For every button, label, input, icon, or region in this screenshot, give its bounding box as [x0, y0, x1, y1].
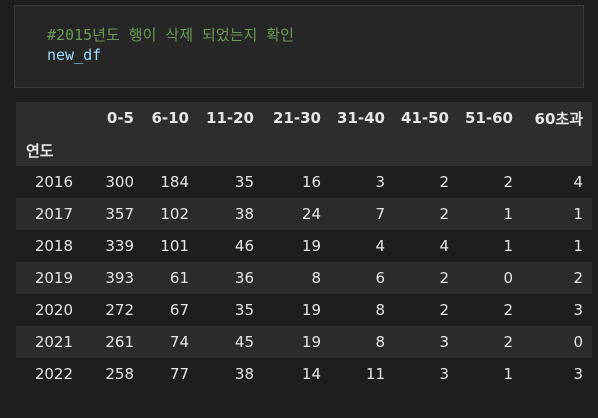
- column-header: 11-20: [206, 109, 254, 127]
- row-index: 2021: [34, 333, 73, 351]
- table-cell: 35: [234, 173, 254, 191]
- row-index: 2022: [34, 365, 73, 383]
- table-cell: 2: [439, 205, 449, 223]
- table-cell: 101: [160, 237, 189, 255]
- table-cell: 1: [573, 205, 583, 223]
- column-header: 21-30: [273, 109, 321, 127]
- column-header: 41-50: [401, 109, 449, 127]
- column-header-row: 0-5 6-10 11-20 21-30 31-40 41-50 51-60 6…: [16, 102, 592, 134]
- table-cell: 16: [301, 173, 321, 191]
- row-index: 2018: [34, 237, 73, 255]
- table-cell: 7: [375, 205, 385, 223]
- code-cell[interactable]: #2015년도 행이 삭제 되었는지 확인 new_df: [14, 5, 584, 88]
- table-cell: 3: [573, 365, 583, 383]
- table-cell: 67: [169, 301, 189, 319]
- table-cell: 2: [503, 173, 513, 191]
- table-cell: 2: [503, 301, 513, 319]
- table-cell: 61: [169, 269, 189, 287]
- table-cell: 38: [234, 365, 254, 383]
- row-index: 2016: [34, 173, 73, 191]
- table-cell: 1: [573, 237, 583, 255]
- table-cell: 8: [311, 269, 321, 287]
- table-cell: 261: [105, 333, 134, 351]
- table-cell: 184: [160, 173, 189, 191]
- table-cell: 77: [169, 365, 189, 383]
- table-cell: 36: [234, 269, 254, 287]
- table-cell: 2: [439, 173, 449, 191]
- table-cell: 14: [301, 365, 321, 383]
- code-expression: new_df: [47, 46, 102, 64]
- table-cell: 35: [234, 301, 254, 319]
- dataframe-output: 0-5 6-10 11-20 21-30 31-40 41-50 51-60 6…: [16, 102, 592, 390]
- table-cell: 3: [439, 333, 449, 351]
- table-cell: 3: [439, 365, 449, 383]
- table-cell: 8: [375, 301, 385, 319]
- table-row: 2017 357 102 38 24 7 2 1 1: [16, 198, 592, 230]
- table-cell: 46: [234, 237, 254, 255]
- table-cell: 2: [573, 269, 583, 287]
- column-header: 0-5: [106, 109, 134, 127]
- table-cell: 24: [301, 205, 321, 223]
- table-cell: 6: [375, 269, 385, 287]
- table-cell: 38: [234, 205, 254, 223]
- table-row: 2020 272 67 35 19 8 2 2 3: [16, 294, 592, 326]
- table-cell: 1: [503, 205, 513, 223]
- row-index: 2020: [34, 301, 73, 319]
- table-cell: 11: [365, 365, 385, 383]
- table-cell: 272: [105, 301, 134, 319]
- index-name-row: 연도: [16, 134, 592, 166]
- table-row: 2016 300 184 35 16 3 2 2 4: [16, 166, 592, 198]
- table-cell: 19: [301, 333, 321, 351]
- table-cell: 3: [375, 173, 385, 191]
- table-cell: 1: [503, 237, 513, 255]
- table-cell: 0: [503, 269, 513, 287]
- table-cell: 258: [105, 365, 134, 383]
- table-cell: 357: [105, 205, 134, 223]
- table-row: 2019 393 61 36 8 6 2 0 2: [16, 262, 592, 294]
- table-cell: 393: [105, 269, 134, 287]
- table-cell: 3: [573, 301, 583, 319]
- table-cell: 300: [105, 173, 134, 191]
- table-cell: 19: [301, 237, 321, 255]
- table-row: 2022 258 77 38 14 11 3 1 3: [16, 358, 592, 390]
- column-header: 6-10: [151, 109, 189, 127]
- table-cell: 4: [573, 173, 583, 191]
- table-cell: 2: [503, 333, 513, 351]
- table-cell: 4: [375, 237, 385, 255]
- table-cell: 2: [439, 269, 449, 287]
- table-cell: 4: [439, 237, 449, 255]
- table-cell: 2: [439, 301, 449, 319]
- row-index: 2019: [34, 269, 73, 287]
- table-row: 2021 261 74 45 19 8 3 2 0: [16, 326, 592, 358]
- index-name: 연도: [26, 141, 54, 160]
- row-index: 2017: [34, 205, 73, 223]
- table-cell: 8: [375, 333, 385, 351]
- column-header: 31-40: [337, 109, 385, 127]
- code-comment: #2015년도 행이 삭제 되었는지 확인: [47, 26, 294, 44]
- column-header: 51-60: [465, 109, 513, 127]
- table-cell: 102: [160, 205, 189, 223]
- column-header: 60초과: [534, 109, 583, 128]
- table-cell: 74: [169, 333, 189, 351]
- table-cell: 19: [301, 301, 321, 319]
- table-cell: 45: [234, 333, 254, 351]
- table-cell: 1: [503, 365, 513, 383]
- table-row: 2018 339 101 46 19 4 4 1 1: [16, 230, 592, 262]
- table-cell: 339: [105, 237, 134, 255]
- table-cell: 0: [573, 333, 583, 351]
